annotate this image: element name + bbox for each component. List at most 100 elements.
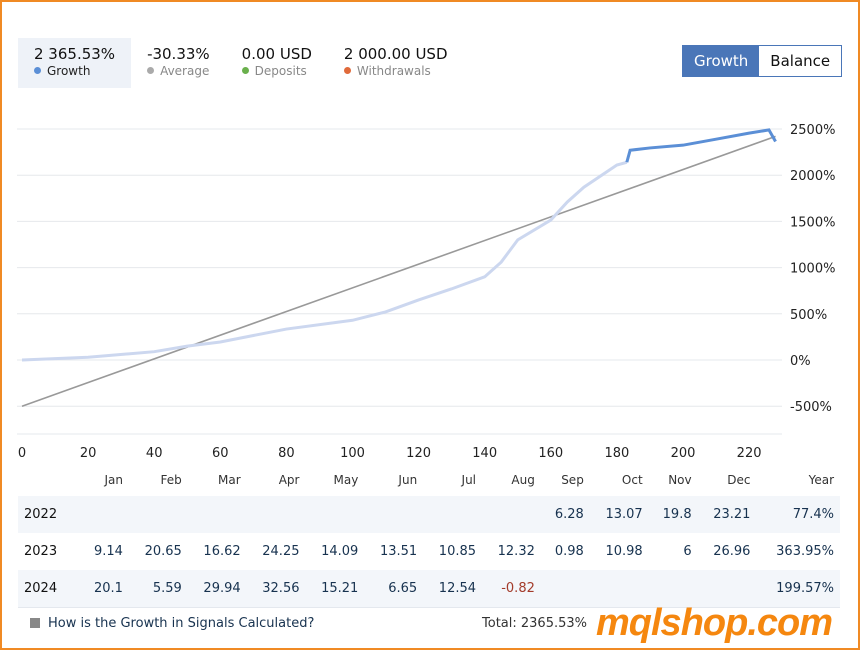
y-tick-label: 1000%: [790, 262, 835, 277]
growth-line-history: [21, 160, 628, 362]
value-cell: [540, 570, 590, 608]
value-cell: -0.82: [482, 570, 541, 608]
legend-dot-icon: [241, 67, 249, 74]
column-header: May: [333, 473, 359, 487]
stat-label: Deposits: [254, 64, 307, 78]
link-text: How is the Growth in Signals Calculated?: [48, 616, 315, 631]
value-cell: 5.59: [128, 570, 188, 608]
column-header: Jun: [398, 473, 418, 487]
stat-deposits[interactable]: 0.00 USD Deposits: [226, 38, 328, 88]
value-cell: 0.98: [554, 544, 584, 559]
x-tick-label: 100: [340, 446, 365, 461]
growth-tab[interactable]: Growth: [683, 46, 760, 76]
value-cell: [305, 496, 365, 533]
value-cell: [589, 570, 649, 608]
year-cell: 2024: [18, 570, 80, 608]
value-cell: 19.8: [648, 496, 698, 533]
y-tick-label: 1500%: [790, 215, 835, 230]
x-tick-label: 140: [472, 446, 497, 461]
value-cell: 29.94: [187, 570, 247, 608]
stats-bar: 2 365.53% Growth -30.33% Average 0.00 US…: [18, 38, 464, 88]
column-header: Jan: [104, 473, 123, 487]
x-tick-label: 40: [146, 446, 163, 461]
x-tick-label: 160: [538, 446, 563, 461]
y-tick-label: 0%: [790, 354, 811, 369]
growth-line-recent: [625, 128, 777, 163]
value-cell: [128, 496, 188, 533]
y-tick-label: 500%: [790, 308, 827, 323]
value-cell: [697, 570, 757, 608]
value-cell: 16.62: [203, 544, 241, 559]
x-tick-label: 200: [671, 446, 696, 461]
x-tick-label: 20: [80, 446, 97, 461]
table-row: 2022 6.28 13.07 19.8 23.21 77.4%: [18, 496, 840, 533]
stat-label: Average: [160, 64, 210, 78]
value-cell: 12.32: [497, 544, 535, 559]
value-cell: 10.85: [438, 544, 477, 559]
column-header: Oct: [621, 473, 643, 487]
value-cell: 199.57%: [756, 570, 840, 608]
column-header: [18, 464, 80, 496]
value-cell: 9.14: [94, 544, 123, 559]
column-header: Mar: [218, 473, 241, 487]
stat-growth[interactable]: 2 365.53% Growth: [18, 38, 132, 88]
y-tick-label: 2000%: [790, 169, 835, 184]
value-cell: 10.98: [605, 544, 643, 559]
stat-value: 2 000.00 USD: [343, 45, 448, 63]
table-row: 2024 20.1 5.59 29.94 32.56 15.21 6.65 12.54 -0.8…: [18, 570, 840, 608]
stat-average[interactable]: -30.33% Average: [131, 38, 226, 88]
total-growth: Total: 2365.53%: [482, 616, 587, 631]
x-tick-label: 60: [212, 446, 229, 461]
legend-dot-icon: [147, 67, 155, 74]
growth-calc-link[interactable]: How is the Growth in Signals Calculated?: [30, 616, 314, 631]
stat-withdrawals[interactable]: 2 000.00 USD Withdrawals: [328, 38, 464, 88]
growth-chart: 2500% 2000% 1500% 1000% 500% 0% -500% 0 20 40 60 80…: [17, 123, 835, 461]
column-header: Nov: [668, 473, 692, 487]
legend-dot-icon: [343, 67, 351, 74]
value-cell: 13.07: [589, 496, 649, 533]
x-tick-label: 80: [278, 446, 295, 461]
chart-mode-toggle: Growth Balance: [682, 45, 843, 77]
value-cell: 15.21: [305, 570, 365, 608]
x-tick-label: 220: [737, 446, 762, 461]
table-row: 2023 9.14 20.65 16.62 24.25 14.09 13.51 10.85 12…: [18, 533, 840, 570]
value-cell: 6: [683, 544, 692, 559]
balance-tab[interactable]: Balance: [759, 46, 842, 76]
year-cell: 2023: [24, 544, 58, 559]
stat-label: Growth: [47, 64, 91, 78]
value-cell: 13.51: [379, 544, 418, 559]
value-cell: [364, 496, 424, 533]
value-cell: 363.95%: [776, 544, 834, 559]
table-header: Jan Feb Mar Apr May Jun Jul Aug Sep Oct Nov Dec Year: [18, 464, 840, 496]
y-tick-label: 2500%: [790, 123, 835, 138]
year-cell: 2022: [18, 496, 80, 533]
value-cell: [187, 496, 247, 533]
y-tick-label: -500%: [790, 400, 832, 415]
value-cell: 26.96: [713, 544, 751, 559]
value-cell: [482, 496, 541, 533]
value-cell: [246, 496, 306, 533]
x-tick-label: 0: [18, 446, 26, 461]
column-header: Year: [808, 473, 834, 487]
column-header: Apr: [278, 473, 300, 487]
column-header: Jul: [461, 473, 477, 487]
column-header: Feb: [160, 473, 182, 487]
book-icon: [30, 618, 40, 628]
value-cell: 20.65: [144, 544, 182, 559]
value-cell: 14.09: [321, 544, 359, 559]
value-cell: 20.1: [80, 570, 129, 608]
stat-value: 0.00 USD: [241, 45, 312, 63]
value-cell: 24.25: [262, 544, 300, 559]
x-tick-label: 120: [406, 446, 431, 461]
value-cell: [648, 570, 698, 608]
value-cell: 12.54: [423, 570, 483, 608]
average-line: [21, 135, 776, 407]
stat-value: 2 365.53%: [34, 45, 116, 63]
stat-label: Withdrawals: [356, 64, 431, 78]
legend-dot-icon: [34, 67, 41, 74]
value-cell: [423, 496, 483, 533]
value-cell: 77.4%: [756, 496, 840, 533]
x-tick-label: 180: [604, 446, 629, 461]
column-header: Aug: [511, 473, 535, 487]
stat-value: -30.33%: [147, 45, 210, 63]
